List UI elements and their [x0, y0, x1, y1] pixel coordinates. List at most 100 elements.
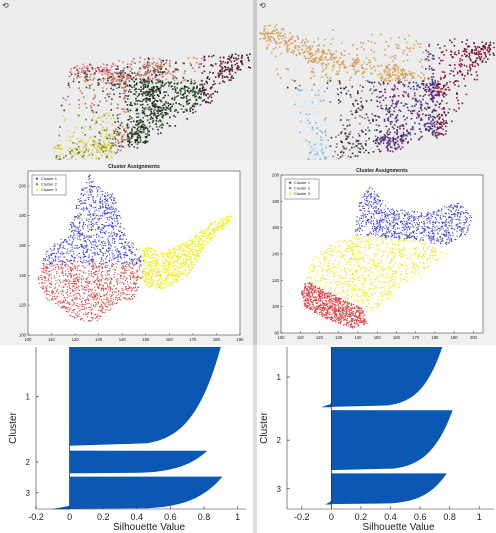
cloud-point [468, 56, 471, 59]
cloud-point [131, 78, 133, 80]
cloud-point [384, 135, 387, 137]
cloud-point [127, 98, 129, 100]
cloud-point [127, 85, 129, 87]
cloud-point [302, 52, 304, 54]
cloud-point [219, 60, 222, 63]
cluster-point [78, 298, 80, 300]
cloud-point [341, 141, 343, 143]
cloud-point [421, 66, 424, 68]
cloud-point [108, 112, 111, 114]
cluster-point [93, 266, 95, 268]
cluster-point [102, 202, 104, 204]
cloud-point [298, 52, 301, 54]
cluster-point [126, 238, 128, 240]
cluster-point [122, 293, 124, 295]
cluster-point [137, 277, 139, 279]
cluster-point [102, 190, 104, 192]
cluster-point [101, 242, 103, 244]
cluster-point [113, 200, 115, 202]
cloud-point [457, 85, 460, 88]
cloud-point [119, 92, 121, 95]
cloud-point [144, 79, 147, 82]
cluster-point [70, 266, 72, 268]
rotate-3d-icon[interactable]: ⟲ [259, 1, 266, 10]
cloud-point [132, 76, 135, 79]
cluster-point [64, 270, 66, 272]
cloud-point [148, 130, 150, 133]
cloud-point [396, 119, 399, 121]
cloud-point [275, 24, 278, 26]
cloud-point [445, 49, 448, 52]
point-cloud-left-panel[interactable]: ⟲ [0, 0, 253, 160]
cloud-point [213, 80, 215, 83]
cloud-point [362, 42, 365, 44]
cloud-point [474, 53, 477, 56]
cluster-point [77, 305, 79, 307]
cloud-point [482, 48, 485, 51]
cloud-point [391, 150, 394, 153]
cluster-point [71, 244, 73, 246]
cluster-point [136, 278, 138, 280]
cloud-point [457, 50, 460, 52]
cluster-point [42, 277, 44, 279]
cloud-point [301, 89, 303, 91]
cloud-point [121, 87, 124, 89]
cloud-point [435, 84, 438, 87]
cloud-point [340, 91, 342, 94]
cluster-point [64, 279, 66, 281]
cloud-point [106, 121, 109, 124]
cluster-point [96, 196, 98, 198]
cloud-point [151, 73, 153, 76]
cloud-point [174, 89, 177, 91]
cloud-point [422, 95, 425, 97]
cluster-point [101, 252, 103, 254]
cluster-point [73, 301, 75, 303]
cluster-point [61, 251, 63, 253]
cluster-point [90, 274, 92, 276]
cluster-point [103, 231, 105, 233]
cluster-point [80, 319, 82, 321]
cloud-point [461, 73, 464, 75]
cloud-point [271, 51, 273, 54]
cloud-point [157, 114, 159, 117]
cluster-point [81, 303, 83, 305]
x-tick-label: 150 [142, 337, 150, 342]
cloud-point [440, 59, 442, 62]
cloud-point [170, 73, 172, 75]
cloud-point [122, 125, 124, 128]
cloud-point [427, 86, 430, 89]
cloud-point [359, 109, 361, 111]
cluster-point [108, 194, 110, 196]
cloud-point [365, 113, 368, 116]
rotate-3d-icon[interactable]: ⟲ [2, 1, 9, 10]
cloud-point [391, 79, 393, 81]
point-cloud-right [259, 24, 495, 160]
cluster-point [44, 272, 46, 274]
cloud-point [84, 125, 86, 127]
cluster-point [125, 269, 127, 271]
cloud-point [403, 115, 405, 118]
cluster-point [112, 226, 114, 228]
cluster-point [73, 258, 75, 260]
cloud-point [163, 91, 165, 94]
cluster-point [99, 187, 101, 189]
cloud-point [125, 82, 127, 84]
cloud-point [407, 141, 409, 143]
cluster-point [71, 242, 73, 244]
cloud-point [367, 116, 369, 119]
cluster-point [76, 245, 78, 247]
cluster-point [76, 233, 78, 235]
cluster-point [85, 286, 87, 288]
cloud-point [134, 62, 136, 65]
cloud-point [195, 95, 197, 98]
cluster-point [89, 288, 91, 290]
cluster-point [51, 289, 53, 291]
cloud-point [358, 151, 360, 153]
cloud-point [160, 120, 162, 123]
cluster-point [134, 290, 136, 292]
cloud-point [107, 70, 110, 73]
point-cloud-right-panel[interactable]: ⟲ [257, 0, 496, 160]
cluster-point [73, 247, 75, 249]
cluster-point [121, 243, 123, 245]
cloud-point [188, 91, 190, 94]
